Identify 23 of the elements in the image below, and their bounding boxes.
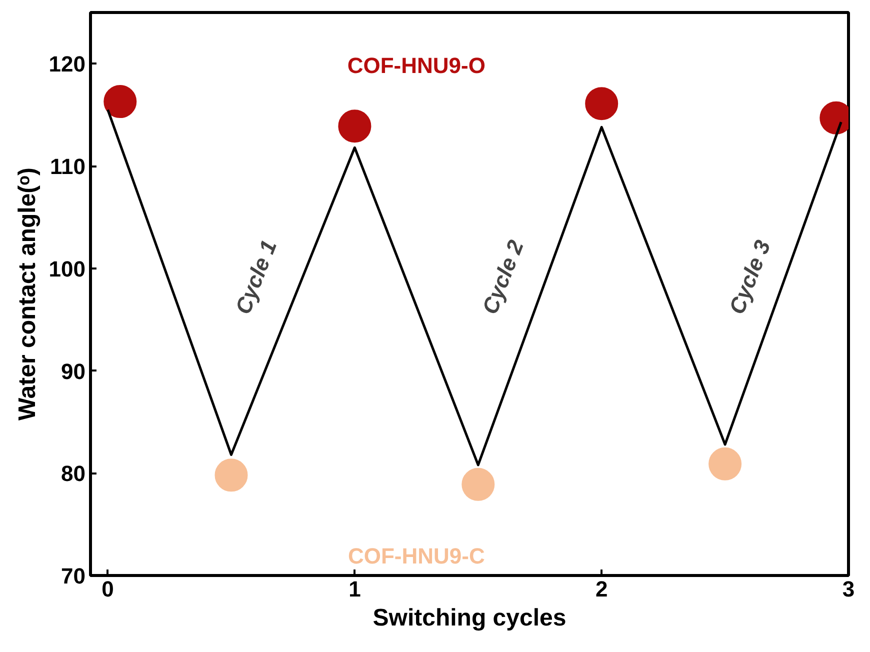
series-label: COF-HNU9-O xyxy=(347,53,486,78)
y-axis-title: Water contact angle(ᵒ) xyxy=(14,168,41,420)
y-tick-label: 120 xyxy=(48,52,86,77)
x-tick-label: 1 xyxy=(348,576,361,602)
annotation: Cycle 1 xyxy=(230,236,282,318)
point xyxy=(104,85,137,118)
point xyxy=(338,110,372,143)
point xyxy=(708,447,742,480)
y-tick-label: 90 xyxy=(61,358,86,384)
point xyxy=(585,87,618,120)
y-tick-label: 80 xyxy=(61,461,86,486)
y-tick-label: 100 xyxy=(48,256,86,282)
x-tick-label: 2 xyxy=(595,576,608,602)
x-axis-title: Switching cycles xyxy=(372,604,566,632)
y-tick-label: 70 xyxy=(61,564,86,588)
y-tick-label: 110 xyxy=(50,154,86,180)
series-label: COF-HNU9-C xyxy=(348,544,485,569)
annotation: Cycle 2 xyxy=(477,236,529,318)
x-tick-label: 3 xyxy=(842,576,855,602)
annotation: Cycle 3 xyxy=(724,236,776,318)
point xyxy=(462,468,495,501)
point xyxy=(214,458,248,492)
x-tick-label: 0 xyxy=(102,576,114,602)
